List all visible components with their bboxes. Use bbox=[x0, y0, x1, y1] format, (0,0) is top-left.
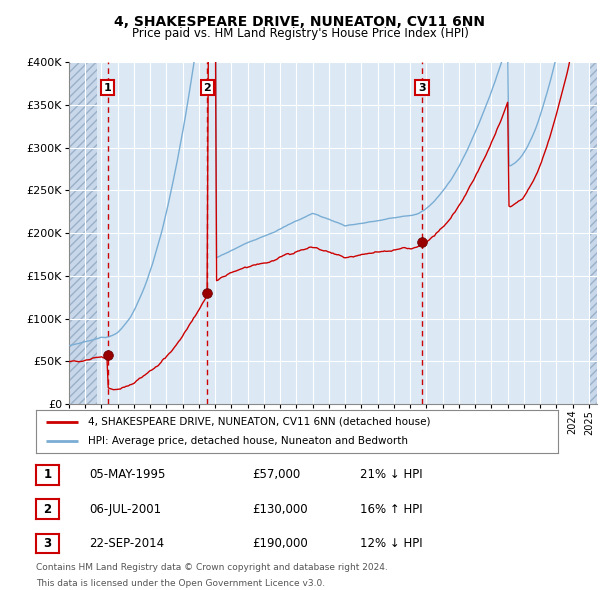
Text: £190,000: £190,000 bbox=[252, 537, 308, 550]
Text: 2: 2 bbox=[43, 503, 52, 516]
Text: 05-MAY-1995: 05-MAY-1995 bbox=[89, 468, 165, 481]
Text: 4, SHAKESPEARE DRIVE, NUNEATON, CV11 6NN (detached house): 4, SHAKESPEARE DRIVE, NUNEATON, CV11 6NN… bbox=[88, 417, 431, 427]
Text: 22-SEP-2014: 22-SEP-2014 bbox=[89, 537, 164, 550]
Text: 4, SHAKESPEARE DRIVE, NUNEATON, CV11 6NN: 4, SHAKESPEARE DRIVE, NUNEATON, CV11 6NN bbox=[115, 15, 485, 29]
Text: 16% ↑ HPI: 16% ↑ HPI bbox=[360, 503, 422, 516]
Text: 1: 1 bbox=[104, 83, 112, 93]
Bar bbox=[589, 62, 597, 404]
Text: 12% ↓ HPI: 12% ↓ HPI bbox=[360, 537, 422, 550]
Text: Price paid vs. HM Land Registry's House Price Index (HPI): Price paid vs. HM Land Registry's House … bbox=[131, 27, 469, 40]
Text: 3: 3 bbox=[43, 537, 52, 550]
Text: 3: 3 bbox=[418, 83, 426, 93]
Text: HPI: Average price, detached house, Nuneaton and Bedworth: HPI: Average price, detached house, Nune… bbox=[88, 437, 408, 447]
Text: 2: 2 bbox=[203, 83, 211, 93]
Text: £130,000: £130,000 bbox=[252, 503, 308, 516]
Text: This data is licensed under the Open Government Licence v3.0.: This data is licensed under the Open Gov… bbox=[36, 579, 325, 588]
Bar bbox=[69, 62, 97, 404]
Text: 21% ↓ HPI: 21% ↓ HPI bbox=[360, 468, 422, 481]
Text: 1: 1 bbox=[43, 468, 52, 481]
Text: Contains HM Land Registry data © Crown copyright and database right 2024.: Contains HM Land Registry data © Crown c… bbox=[36, 563, 388, 572]
Text: 06-JUL-2001: 06-JUL-2001 bbox=[89, 503, 161, 516]
Text: £57,000: £57,000 bbox=[252, 468, 300, 481]
Bar bbox=[589, 62, 597, 404]
Bar bbox=[69, 62, 97, 404]
